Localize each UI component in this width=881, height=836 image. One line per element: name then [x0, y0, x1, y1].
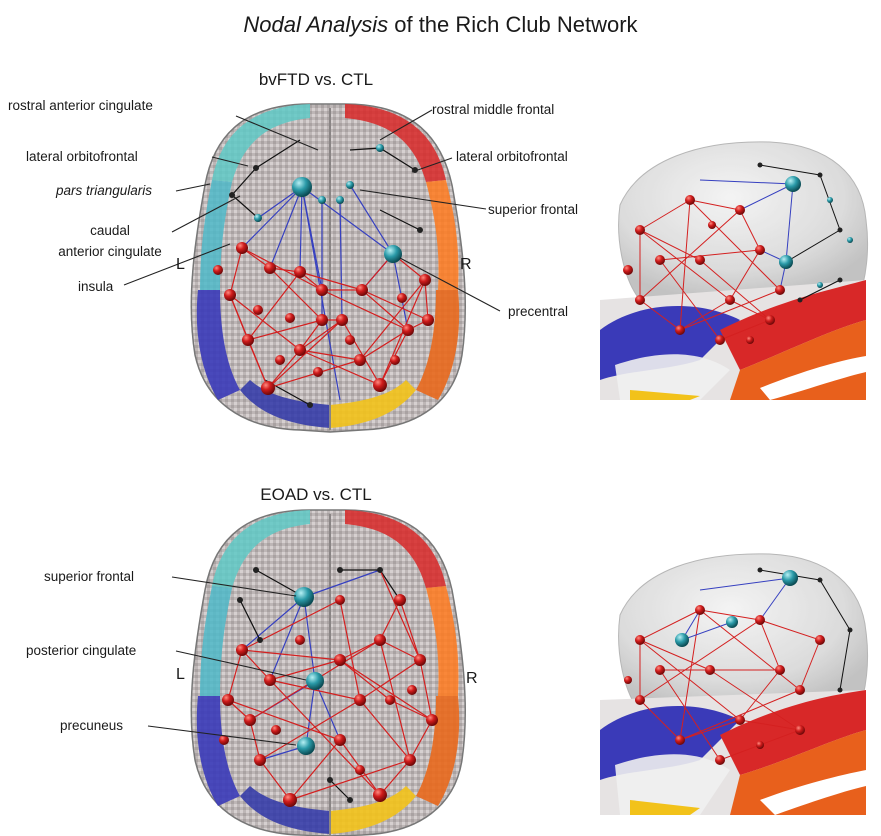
label-lateral-orbitofrontal-right: lateral orbitofrontal — [456, 149, 568, 164]
label-precentral: precentral — [508, 304, 569, 319]
label-rostral-middle-frontal: rostral middle frontal — [432, 102, 555, 117]
label-superior-frontal-top: superior frontal — [488, 202, 579, 217]
title-rest: of the Rich Club Network — [388, 12, 638, 37]
figure-title: Nodal Analysis of the Rich Club Network — [0, 12, 881, 38]
bottom-right-marker: R — [466, 670, 478, 687]
bottom-hub-posterior-cingulate — [306, 672, 324, 690]
top-axial-brain — [190, 103, 467, 433]
bottom-hub-precuneus — [297, 737, 315, 755]
bottom-nodes — [219, 567, 438, 807]
label-pars-triangularis: pars triangularis — [56, 183, 153, 198]
top-right-marker: R — [460, 256, 472, 273]
label-anterior-cingulate: anterior cingulate — [58, 244, 162, 259]
top-panel-title: bvFTD vs. CTL — [258, 70, 374, 89]
bottom-left-marker: L — [176, 666, 185, 683]
bottom-3d-nodes — [624, 567, 853, 765]
top-hub-superior-frontal — [292, 177, 312, 197]
bottom-panel-title: EOAD vs. CTL — [260, 485, 372, 504]
title-italic: Nodal Analysis — [243, 12, 389, 37]
top-3d-brain — [600, 141, 869, 400]
label-rostral-anterior-cingulate: rostral anterior cingulate — [8, 98, 153, 113]
top-callout-arrows — [123, 109, 501, 312]
top-hub-precentral — [384, 245, 402, 263]
label-lateral-orbitofrontal-left: lateral orbitofrontal — [26, 149, 138, 164]
top-3d-edges — [639, 164, 841, 341]
label-posterior-cingulate: posterior cingulate — [26, 643, 137, 658]
label-caudal: caudal — [90, 223, 130, 238]
top-left-marker: L — [176, 256, 185, 273]
label-insula: insula — [78, 279, 114, 294]
bottom-hub-superior-frontal — [294, 587, 314, 607]
label-precuneus: precuneus — [60, 718, 124, 733]
top-3d-nodes — [623, 162, 853, 345]
bottom-callout-arrows — [147, 576, 307, 746]
label-superior-frontal-bottom: superior frontal — [44, 569, 135, 584]
